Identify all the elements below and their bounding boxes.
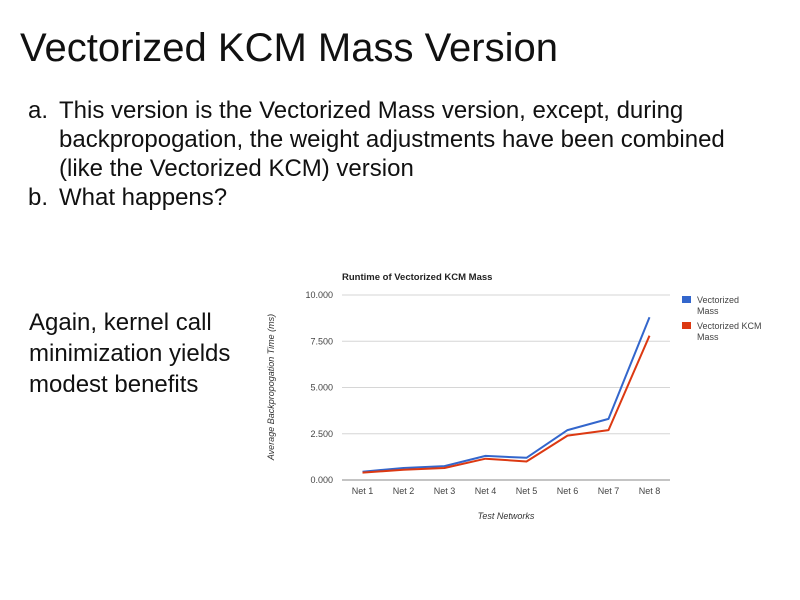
legend-label: Vectorized KCM Mass (697, 321, 762, 342)
y-tick-label: 2.500 (310, 429, 333, 439)
y-tick-labels: 0.000 2.500 5.000 7.500 10.000 (305, 290, 333, 485)
x-tick-label: Net 4 (475, 486, 497, 496)
runtime-line-chart: Runtime of Vectorized KCM Mass 0.000 2.50… (266, 272, 762, 521)
bullet-text: What happens? (59, 184, 228, 211)
x-tick-label: Net 7 (598, 486, 620, 496)
bullet-text: This version is the Vectorized Mass vers… (59, 97, 725, 182)
chart-legend: Vectorized Mass Vectorized KCM Mass (682, 295, 762, 342)
slide-title: Vectorized KCM Mass Version (20, 26, 558, 70)
bullet-item: b. What happens? (28, 183, 773, 212)
x-tick-label: Net 1 (352, 486, 374, 496)
bullet-marker: b. (28, 184, 49, 211)
bullet-list: a. This version is the Vectorized Mass v… (28, 96, 773, 212)
chart-title: Runtime of Vectorized KCM Mass (342, 272, 492, 283)
side-note: Again, kernel call minimization yields m… (29, 309, 231, 398)
y-axis-label: Average Backpropogation Time (ms) (266, 314, 276, 461)
x-tick-label: Net 3 (434, 486, 456, 496)
series-lines (362, 316, 651, 474)
y-tick-label: 0.000 (310, 475, 333, 485)
x-axis-label: Test Networks (478, 511, 535, 521)
x-tick-label: Net 8 (639, 486, 661, 496)
legend-swatch (682, 322, 691, 329)
x-tick-label: Net 6 (557, 486, 579, 496)
y-tick-label: 10.000 (305, 290, 333, 300)
y-tick-label: 7.500 (310, 336, 333, 346)
x-tick-label: Net 5 (516, 486, 538, 496)
x-tick-labels: Net 1 Net 2 Net 3 Net 4 Net 5 Net 6 Net 7 Net 8 (352, 486, 661, 496)
bullet-item: a. This version is the Vectorized Mass v… (28, 96, 773, 183)
y-tick-label: 5.000 (310, 383, 333, 393)
series-line (362, 335, 651, 474)
x-tick-label: Net 2 (393, 486, 415, 496)
grid-lines (342, 294, 670, 481)
legend-label: Vectorized Mass (697, 295, 739, 316)
bullet-marker: a. (28, 97, 49, 124)
legend-swatch (682, 296, 691, 303)
series-line (362, 316, 651, 473)
